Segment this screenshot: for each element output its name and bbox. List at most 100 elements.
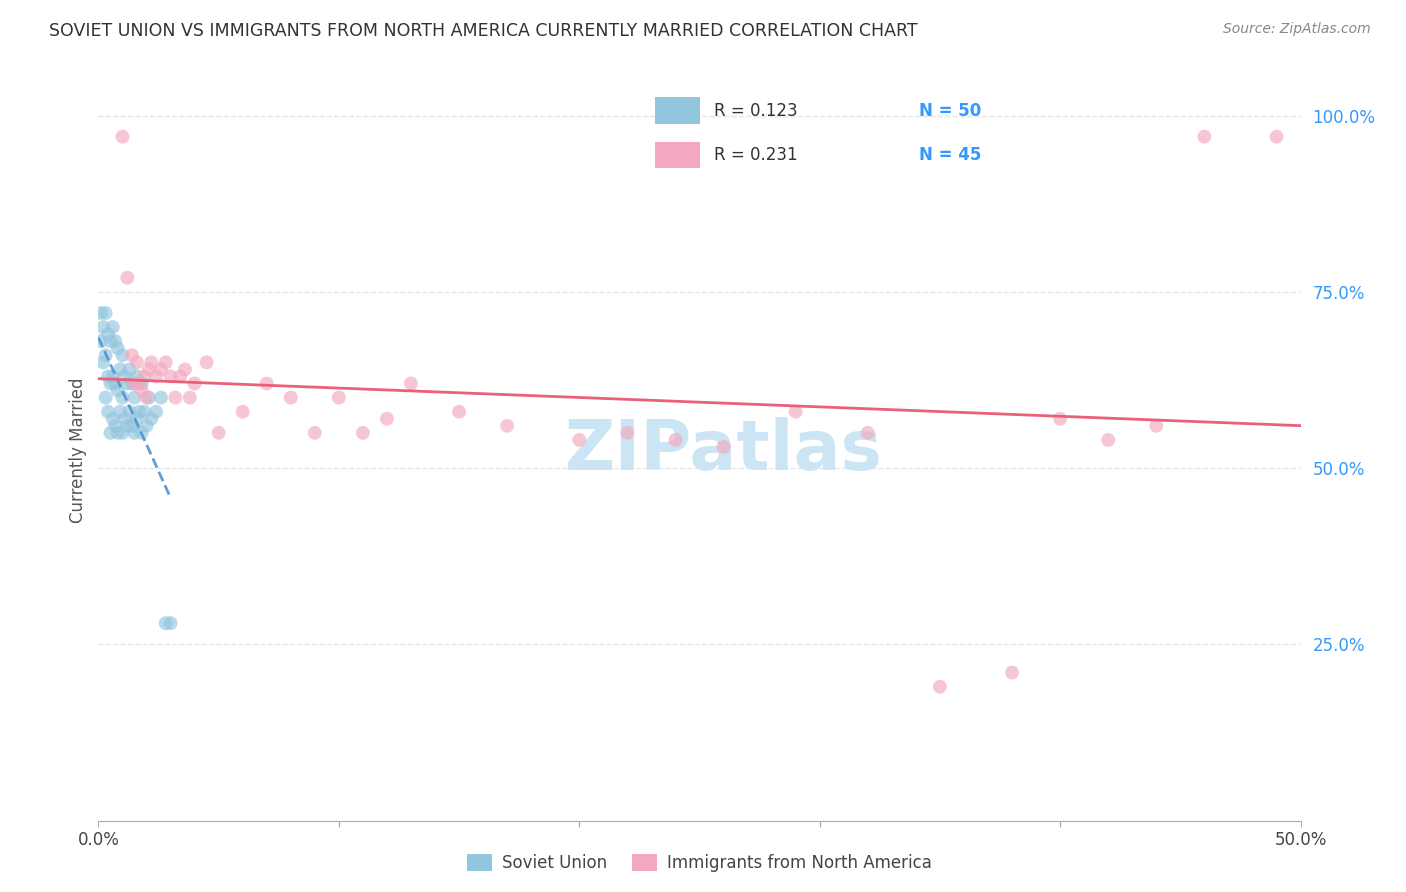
Point bbox=[91, 355, 114, 369]
Point bbox=[124, 391, 146, 405]
Point bbox=[117, 270, 139, 285]
Point bbox=[90, 306, 112, 320]
Point bbox=[785, 405, 807, 419]
Point bbox=[149, 362, 172, 376]
Point bbox=[90, 334, 112, 348]
Point bbox=[232, 405, 254, 419]
Point bbox=[496, 418, 519, 433]
Point bbox=[159, 369, 181, 384]
Text: ZIPatlas: ZIPatlas bbox=[565, 417, 883, 484]
Point bbox=[1144, 418, 1167, 433]
Point bbox=[141, 355, 163, 369]
Point bbox=[616, 425, 638, 440]
Point bbox=[447, 405, 470, 419]
Point bbox=[104, 376, 127, 391]
Point bbox=[118, 362, 141, 376]
Point bbox=[135, 418, 157, 433]
Point bbox=[141, 411, 163, 425]
Point bbox=[155, 616, 177, 631]
Point bbox=[145, 405, 167, 419]
Point bbox=[108, 362, 131, 376]
Point bbox=[111, 129, 134, 144]
Point bbox=[1194, 129, 1216, 144]
Point bbox=[117, 376, 139, 391]
Point bbox=[1001, 665, 1024, 680]
Point bbox=[149, 391, 172, 405]
Point bbox=[208, 425, 231, 440]
Point bbox=[91, 320, 114, 334]
Point bbox=[118, 405, 141, 419]
Point bbox=[97, 327, 120, 342]
Point bbox=[107, 384, 129, 398]
Point bbox=[97, 369, 120, 384]
Y-axis label: Currently Married: Currently Married bbox=[69, 377, 87, 524]
Legend: Soviet Union, Immigrants from North America: Soviet Union, Immigrants from North Amer… bbox=[460, 847, 939, 879]
Point bbox=[131, 384, 153, 398]
Point bbox=[664, 433, 686, 447]
Point bbox=[108, 405, 131, 419]
Point bbox=[121, 348, 143, 362]
Point bbox=[135, 391, 157, 405]
Point bbox=[125, 369, 148, 384]
Point bbox=[94, 306, 117, 320]
Point bbox=[124, 376, 146, 391]
Point bbox=[100, 376, 122, 391]
Point bbox=[121, 376, 143, 391]
Point bbox=[138, 362, 160, 376]
Point bbox=[121, 418, 143, 433]
Point bbox=[107, 425, 129, 440]
Point bbox=[1097, 433, 1119, 447]
Point bbox=[179, 391, 201, 405]
Point bbox=[174, 362, 197, 376]
Point bbox=[101, 320, 124, 334]
Point bbox=[100, 425, 122, 440]
Point bbox=[101, 369, 124, 384]
Point bbox=[132, 405, 155, 419]
Point bbox=[195, 355, 218, 369]
Point bbox=[138, 391, 160, 405]
Point bbox=[165, 391, 187, 405]
Point bbox=[256, 376, 278, 391]
Point bbox=[100, 334, 122, 348]
Point bbox=[125, 355, 148, 369]
Point bbox=[928, 680, 950, 694]
Point bbox=[111, 425, 134, 440]
Point bbox=[352, 425, 374, 440]
Point bbox=[1265, 129, 1288, 144]
Point bbox=[107, 341, 129, 355]
Point bbox=[304, 425, 326, 440]
Point bbox=[94, 391, 117, 405]
Point bbox=[97, 405, 120, 419]
Point bbox=[117, 418, 139, 433]
Point bbox=[1049, 411, 1071, 425]
Point bbox=[128, 376, 150, 391]
Point bbox=[280, 391, 302, 405]
Point bbox=[125, 411, 148, 425]
Point bbox=[104, 334, 127, 348]
Point bbox=[128, 405, 150, 419]
Text: SOVIET UNION VS IMMIGRANTS FROM NORTH AMERICA CURRENTLY MARRIED CORRELATION CHAR: SOVIET UNION VS IMMIGRANTS FROM NORTH AM… bbox=[49, 22, 918, 40]
Point bbox=[111, 391, 134, 405]
Point bbox=[104, 418, 127, 433]
Point bbox=[101, 411, 124, 425]
Point bbox=[155, 355, 177, 369]
Point bbox=[111, 348, 134, 362]
Point bbox=[145, 369, 167, 384]
Point bbox=[399, 376, 422, 391]
Point bbox=[568, 433, 591, 447]
Point bbox=[713, 440, 735, 454]
Point bbox=[328, 391, 350, 405]
Point bbox=[169, 369, 191, 384]
Point bbox=[131, 376, 153, 391]
Text: Source: ZipAtlas.com: Source: ZipAtlas.com bbox=[1223, 22, 1371, 37]
Point bbox=[183, 376, 205, 391]
Point bbox=[124, 425, 146, 440]
Point bbox=[375, 411, 398, 425]
Point bbox=[114, 369, 136, 384]
Point bbox=[132, 369, 155, 384]
Point bbox=[131, 425, 153, 440]
Point bbox=[94, 348, 117, 362]
Point bbox=[114, 411, 136, 425]
Point bbox=[856, 425, 879, 440]
Point bbox=[159, 616, 181, 631]
